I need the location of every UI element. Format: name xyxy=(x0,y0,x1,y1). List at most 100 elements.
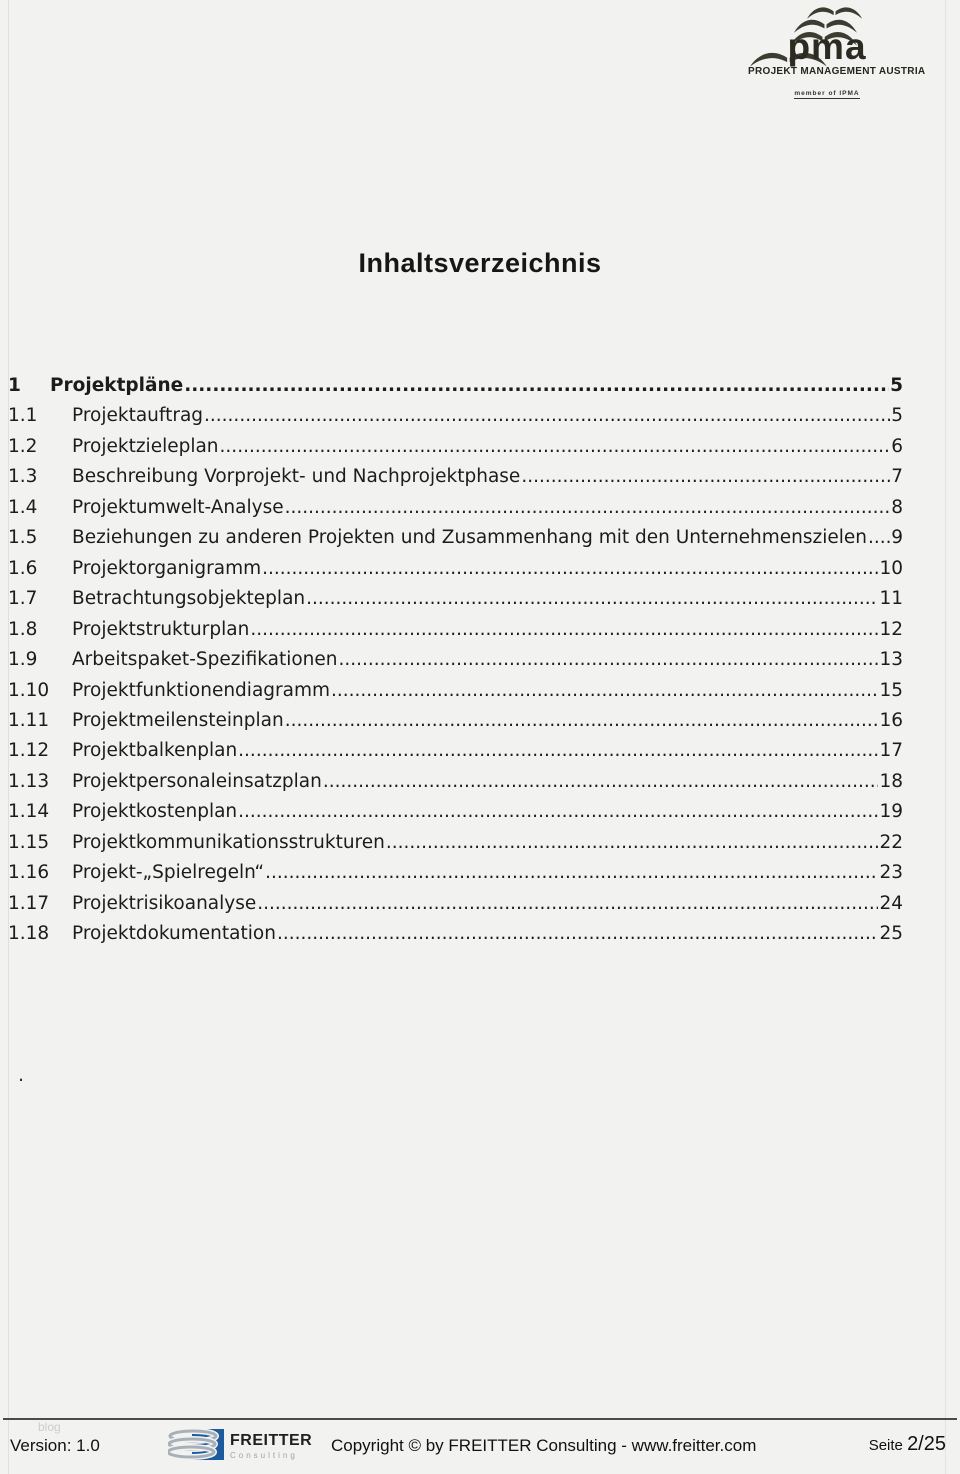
toc-entry: 1.8 Projektstrukturplan ................… xyxy=(8,615,903,645)
toc-entry-page: 24 xyxy=(879,892,903,914)
toc-entry-title: Projektkostenplan xyxy=(72,801,238,823)
blog-watermark: blog xyxy=(38,1420,61,1434)
toc-entry: 1.6 Projektorganigramm .................… xyxy=(8,554,903,584)
footer-divider xyxy=(3,1418,957,1420)
toc-entry-title: Projektpersonaleinsatzplan xyxy=(72,770,322,792)
toc-entry-number: 1.10 xyxy=(8,679,50,701)
page-right-edge-line xyxy=(945,0,946,1474)
toc-entry: 1.4 Projektumwelt-Analyse ..............… xyxy=(8,493,903,523)
toc-entry-number: 1.11 xyxy=(8,709,50,731)
toc-leader-dots: ........................................… xyxy=(521,466,890,488)
toc-entry: 1.13 Projektpersonaleinsatzplan ........… xyxy=(8,767,903,797)
toc-leader-dots: ........................................… xyxy=(284,709,879,731)
toc-entry: 1.14 Projektkostenplan .................… xyxy=(8,797,903,827)
toc-leader-dots: ........................................… xyxy=(238,740,879,762)
toc-leader-dots: ........................................… xyxy=(385,831,879,853)
toc-leader-dots: ........................................… xyxy=(250,618,879,640)
toc-entry-title: Projektfunktionendiagramm xyxy=(72,679,331,701)
toc-entry-title: Beziehungen zu anderen Projekten und Zus… xyxy=(72,527,868,549)
toc-entry-page: 8 xyxy=(891,496,903,518)
toc-entry-page: 9 xyxy=(891,527,903,549)
toc-entry-page: 7 xyxy=(891,466,903,488)
toc-entry-page: 16 xyxy=(879,709,903,731)
pma-logo: pma PROJEKT MANAGEMENT AUSTRIA member of… xyxy=(748,2,926,99)
toc-entry-page: 12 xyxy=(879,618,903,640)
toc-entry-page: 19 xyxy=(879,801,903,823)
toc-entry-page: 11 xyxy=(879,588,903,610)
toc-entry-page: 23 xyxy=(879,862,903,884)
toc-leader-dots: ........................................… xyxy=(219,435,891,457)
page-left-edge-line xyxy=(8,0,9,1474)
toc-entry-title: Projektpläne xyxy=(50,375,184,396)
toc-entry-page: 6 xyxy=(891,435,903,457)
toc-entry-title: Projektorganigramm xyxy=(72,557,262,579)
freitter-logo: FREITTER Consulting xyxy=(168,1428,312,1464)
toc-entry-number: 1.15 xyxy=(8,831,50,853)
toc-leader-dots: ........................................… xyxy=(284,496,891,518)
toc-entry: 1.12 Projektbalkenplan .................… xyxy=(8,736,903,766)
toc-entry-number: 1.7 xyxy=(8,588,38,610)
toc-entry-page: 25 xyxy=(879,923,903,945)
toc-entry-title: Projektauftrag xyxy=(72,405,204,427)
toc-entry-number: 1.2 xyxy=(8,435,38,457)
toc-leader-dots: ........................................… xyxy=(322,770,879,792)
toc-leader-dots: ........................................… xyxy=(331,679,878,701)
toc-entry: 1.16 Projekt-„Spielregeln“ .............… xyxy=(8,858,903,888)
freitter-logo-text: FREITTER Consulting xyxy=(230,1431,313,1460)
toc-leader-dots: ........................................… xyxy=(262,557,878,579)
freitter-logo-name: FREITTER xyxy=(230,1431,313,1449)
pma-wordmark: pma xyxy=(787,26,867,67)
toc-entry-page: 5 xyxy=(891,405,903,427)
toc-list: 1 Projektpläne .........................… xyxy=(8,371,903,950)
toc-entry-page: 22 xyxy=(879,831,903,853)
toc-entry-number: 1.12 xyxy=(8,740,50,762)
pma-subtitle: PROJEKT MANAGEMENT AUSTRIA xyxy=(748,66,926,77)
toc-entry: 1.1 Projektauftrag .....................… xyxy=(8,401,903,431)
toc-entry-number: 1.13 xyxy=(8,770,50,792)
toc-entry-title: Projektbalkenplan xyxy=(72,740,238,762)
toc-entry-title: Arbeitspaket-Spezifikationen xyxy=(72,649,338,671)
toc-entry-title: Projektkommunikationsstrukturen xyxy=(72,831,385,853)
toc-entry-number: 1.6 xyxy=(8,557,38,579)
toc-entry-title: Projektzieleplan xyxy=(72,435,219,457)
toc-entry: 1.11 Projektmeilensteinplan ............… xyxy=(8,706,903,736)
page-title: Inhaltsverzeichnis xyxy=(358,248,602,278)
pma-birds-icon xyxy=(750,7,863,67)
toc-entry-number: 1.5 xyxy=(8,527,38,549)
toc-entry-page: 13 xyxy=(879,649,903,671)
toc-leader-dots: ........................................… xyxy=(276,923,879,945)
toc-entry-number: 1 xyxy=(8,375,21,396)
toc-entry: 1.2 Projektzieleplan ...................… xyxy=(8,432,903,462)
toc-leader-dots: ........................................… xyxy=(306,588,878,610)
toc-leader-dots: ........................................… xyxy=(238,801,879,823)
toc-entry-number: 1.3 xyxy=(8,466,38,488)
toc-entry-page: 15 xyxy=(879,679,903,701)
toc-leader-dots: ........................................… xyxy=(868,527,891,549)
toc-entry-number: 1.16 xyxy=(8,862,50,884)
toc-leader-dots: ........................................… xyxy=(257,892,878,914)
toc-entry-title: Projekt-„Spielregeln“ xyxy=(72,862,265,884)
toc-entry-number: 1.17 xyxy=(8,892,50,914)
footer-page-indicator: Seite 2/25 xyxy=(869,1433,946,1456)
toc-entry: 1.3 Beschreibung Vorprojekt- und Nachpro… xyxy=(8,462,903,492)
footer-copyright: Copyright © by FREITTER Consulting - www… xyxy=(331,1436,757,1455)
toc-entry-number: 1.8 xyxy=(8,618,38,640)
toc-entry-title: Betrachtungsobjekteplan xyxy=(72,588,306,610)
toc-entry: 1.10 Projektfunktionendiagramm .........… xyxy=(8,676,903,706)
toc-leader-dots: ........................................… xyxy=(338,649,879,671)
toc-entry-page: 17 xyxy=(879,740,903,762)
footer-page-number: 2/25 xyxy=(907,1433,946,1455)
toc-leader-dots: ........................................… xyxy=(184,375,889,396)
toc-leader-dots: ........................................… xyxy=(204,405,890,427)
toc-entry-number: 1.1 xyxy=(8,405,38,427)
footer-page-label: Seite xyxy=(868,1437,903,1454)
freitter-logo-subtext: Consulting xyxy=(230,1450,298,1460)
toc-entry-number: 1.9 xyxy=(8,649,38,671)
toc-entry-page: 10 xyxy=(879,557,903,579)
pma-member-line: member of IPMA xyxy=(794,90,860,99)
toc-entry: 1.7 Betrachtungsobjekteplan ............… xyxy=(8,584,903,614)
stray-period: . xyxy=(18,1064,25,1086)
toc-entry-page: 5 xyxy=(890,375,903,396)
toc-leader-dots: ........................................… xyxy=(265,862,878,884)
